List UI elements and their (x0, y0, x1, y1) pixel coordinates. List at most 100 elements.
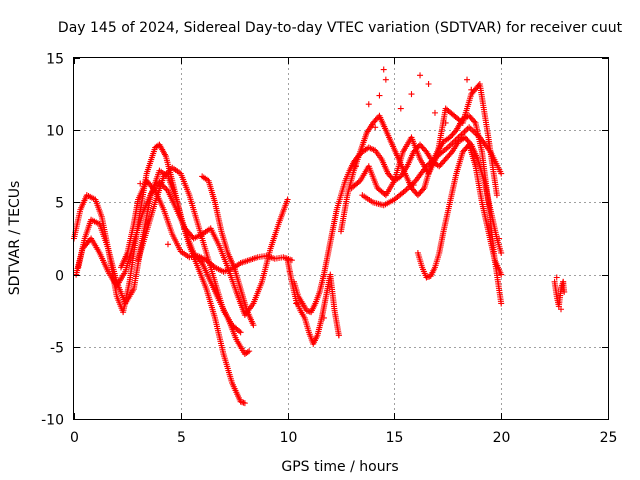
data-point (284, 196, 291, 203)
data-point (461, 128, 468, 135)
data-point (498, 249, 505, 256)
data-point (420, 186, 427, 193)
data-point (414, 192, 421, 199)
data-point (461, 134, 468, 141)
data-point (466, 112, 473, 119)
y-tick-label: 15 (46, 52, 64, 68)
scatter-point (464, 76, 471, 83)
axis-ticks (74, 58, 609, 420)
data-point (422, 147, 429, 154)
data-point (448, 132, 455, 139)
data-point (372, 117, 379, 124)
scatter-point (335, 332, 342, 339)
scatter-point (376, 92, 383, 99)
data-point (468, 115, 475, 122)
data-point (471, 118, 478, 125)
series-track-k (359, 124, 505, 209)
scatter-point (560, 278, 567, 285)
data-point (436, 163, 443, 170)
data-point (459, 148, 466, 155)
data-point (443, 154, 450, 161)
scatter-point (485, 138, 492, 145)
data-point (561, 288, 568, 295)
data-point (163, 186, 170, 193)
series-track-m (551, 278, 568, 310)
scatter-point (553, 274, 560, 281)
grid-layer (74, 58, 608, 419)
data-point (438, 160, 445, 167)
scatter-point (352, 163, 359, 170)
data-point (163, 170, 170, 177)
data-point (166, 167, 173, 174)
x-tick-labels: 0 5 10 15 20 25 (70, 430, 617, 446)
data-point (463, 135, 470, 142)
chart-title: Day 145 of 2024, Sidereal Day-to-day VTE… (58, 20, 623, 36)
y-axis-title: SDTVAR / TECUs (7, 181, 23, 296)
data-point (162, 184, 169, 191)
x-tick-label: 15 (386, 430, 404, 446)
data-point (446, 134, 453, 141)
scatter-point (286, 268, 293, 275)
data-point (412, 189, 419, 196)
data-point (475, 132, 482, 139)
data-point (403, 186, 410, 193)
data-point (386, 171, 393, 178)
scatter-point (380, 66, 387, 73)
y-tick-labels: -10 -5 0 5 10 15 (41, 52, 64, 429)
data-point (388, 174, 395, 181)
data-point (411, 187, 418, 194)
data-point (418, 187, 425, 194)
data-point (409, 186, 416, 193)
data-point (441, 157, 448, 164)
scatter-point (410, 182, 417, 189)
x-tick-label: 10 (280, 430, 298, 446)
x-tick-label: 0 (70, 430, 79, 446)
data-point (464, 137, 471, 144)
series-track-j (348, 80, 500, 199)
data-point (452, 128, 459, 135)
data-point (370, 119, 377, 126)
series-track-c (73, 179, 291, 319)
data-point (420, 145, 427, 152)
scatter-point (442, 119, 449, 126)
data-point (469, 127, 476, 134)
data-point (355, 178, 362, 185)
data-point (498, 300, 505, 307)
scatter-point (431, 109, 438, 116)
series-track-l (414, 141, 505, 281)
data-point (498, 271, 505, 278)
y-tick-label: 5 (55, 196, 64, 212)
y-tick-label: -5 (50, 341, 64, 357)
data-point (241, 400, 248, 407)
x-tick-label: 5 (177, 430, 186, 446)
x-tick-label: 20 (493, 430, 511, 446)
data-point (440, 158, 447, 165)
scatter-point (425, 80, 432, 87)
data-point (373, 115, 380, 122)
data-point (417, 141, 424, 148)
data-point (450, 130, 457, 137)
data-point (498, 170, 505, 177)
y-tick-label: 10 (46, 124, 64, 140)
data-point (446, 151, 453, 158)
data-point (461, 147, 468, 154)
x-tick-label: 25 (600, 430, 618, 446)
data-point (244, 349, 251, 356)
scatter-point (468, 86, 475, 93)
scatter-point (558, 306, 565, 313)
scatter-point (382, 76, 389, 83)
data-point (150, 186, 157, 193)
scatter-point (137, 180, 144, 187)
data-marks (71, 66, 568, 407)
data-point (463, 127, 470, 134)
data-point (246, 348, 253, 355)
data-point (449, 131, 456, 138)
data-point (237, 329, 244, 336)
data-point (160, 173, 167, 180)
data-point (447, 150, 454, 157)
data-point (384, 170, 391, 177)
data-point (466, 124, 473, 131)
data-point (164, 169, 171, 176)
data-point (236, 328, 243, 335)
